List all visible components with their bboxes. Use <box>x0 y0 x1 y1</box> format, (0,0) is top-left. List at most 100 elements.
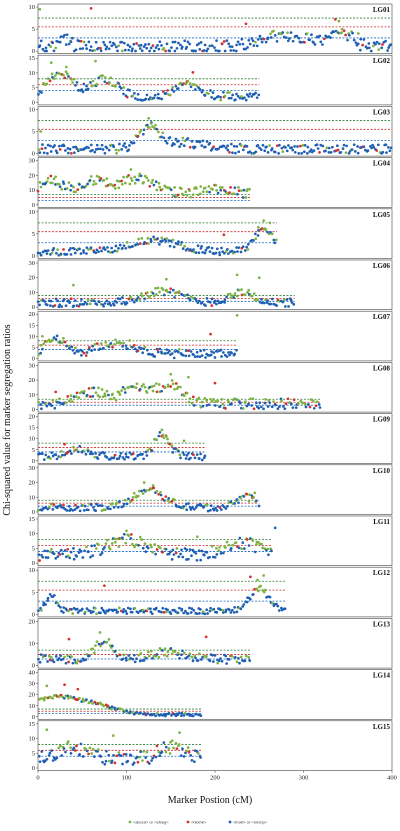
marker-point <box>67 75 70 78</box>
marker-point <box>46 143 50 147</box>
marker-point <box>227 96 231 100</box>
marker-point <box>386 49 389 52</box>
marker-point <box>226 293 230 296</box>
marker-point <box>85 47 89 50</box>
y-tick-label: 15 <box>29 721 36 728</box>
marker-point <box>56 555 60 559</box>
marker-point <box>235 92 238 96</box>
marker-point <box>273 241 277 245</box>
marker-point <box>39 606 42 610</box>
marker-point <box>128 451 132 454</box>
marker-point <box>331 145 334 149</box>
marker-point <box>192 453 195 457</box>
marker-point <box>315 400 319 404</box>
marker-point <box>194 49 198 53</box>
marker-point <box>309 148 313 151</box>
marker-point <box>228 91 231 94</box>
marker-point <box>170 499 174 503</box>
marker-point <box>127 174 130 177</box>
marker-point <box>126 606 130 610</box>
marker-point <box>195 350 199 354</box>
marker-point <box>255 499 258 503</box>
marker-point <box>201 610 205 614</box>
marker-point <box>58 553 62 556</box>
marker-point <box>124 753 128 756</box>
marker-point <box>142 481 146 484</box>
marker-point <box>67 660 70 664</box>
marker-point <box>102 304 105 308</box>
marker-point <box>193 507 196 511</box>
marker-point <box>60 449 63 453</box>
marker-point <box>105 389 109 393</box>
marker-point <box>199 452 203 456</box>
marker-point <box>151 756 155 760</box>
marker-point <box>164 139 168 143</box>
marker-point <box>100 606 104 610</box>
marker-point <box>89 6 93 10</box>
marker-point <box>238 401 242 405</box>
marker-point <box>66 654 70 658</box>
marker-point <box>72 445 75 449</box>
marker-point <box>287 144 290 147</box>
marker-point <box>100 249 103 253</box>
marker-point <box>187 349 190 353</box>
marker-point <box>228 45 232 48</box>
marker-point <box>61 552 64 556</box>
marker-point <box>149 122 153 125</box>
marker-point <box>233 186 237 190</box>
y-tick-label: 10 <box>29 436 36 443</box>
marker-point <box>158 40 162 44</box>
marker-point <box>110 705 114 709</box>
marker-point <box>84 43 88 47</box>
marker-point <box>49 304 52 307</box>
marker-point <box>232 192 236 196</box>
marker-point <box>145 176 149 180</box>
marker-point <box>205 399 208 402</box>
marker-point <box>87 550 90 553</box>
marker-point <box>275 40 279 43</box>
marker-point <box>40 91 43 94</box>
marker-point <box>182 453 186 456</box>
marker-point <box>152 183 156 187</box>
marker-point <box>117 545 121 549</box>
marker-point <box>250 404 253 407</box>
marker-point <box>135 382 139 386</box>
marker-point <box>148 184 152 188</box>
marker-point <box>63 549 67 552</box>
panel-label: LG03 <box>373 108 391 116</box>
marker-point <box>37 148 41 151</box>
marker-point <box>159 490 162 494</box>
marker-point <box>69 297 73 301</box>
marker-point <box>132 344 136 347</box>
marker-point <box>189 295 193 299</box>
marker-point <box>153 126 156 130</box>
marker-point <box>205 49 209 53</box>
marker-point <box>223 298 227 302</box>
marker-point <box>48 658 52 662</box>
marker-point <box>293 145 296 148</box>
marker-point <box>120 40 124 44</box>
marker-point <box>45 49 48 53</box>
marker-point <box>120 49 124 53</box>
marker-point <box>125 658 128 662</box>
marker-point <box>226 91 229 94</box>
marker-point <box>40 750 44 753</box>
marker-point <box>41 347 44 351</box>
marker-point <box>229 611 233 614</box>
marker-point <box>78 302 82 306</box>
marker-point <box>68 449 72 453</box>
marker-point <box>40 147 44 151</box>
marker-point <box>229 296 233 299</box>
marker-point <box>89 555 92 559</box>
marker-point <box>135 710 138 714</box>
marker-point <box>66 547 70 551</box>
marker-point <box>201 251 205 254</box>
marker-point <box>66 740 70 743</box>
marker-point <box>206 300 210 303</box>
marker-point <box>142 128 146 132</box>
marker-point <box>82 509 86 512</box>
marker-point <box>39 130 43 133</box>
marker-point <box>219 508 223 511</box>
marker-point <box>49 61 53 64</box>
